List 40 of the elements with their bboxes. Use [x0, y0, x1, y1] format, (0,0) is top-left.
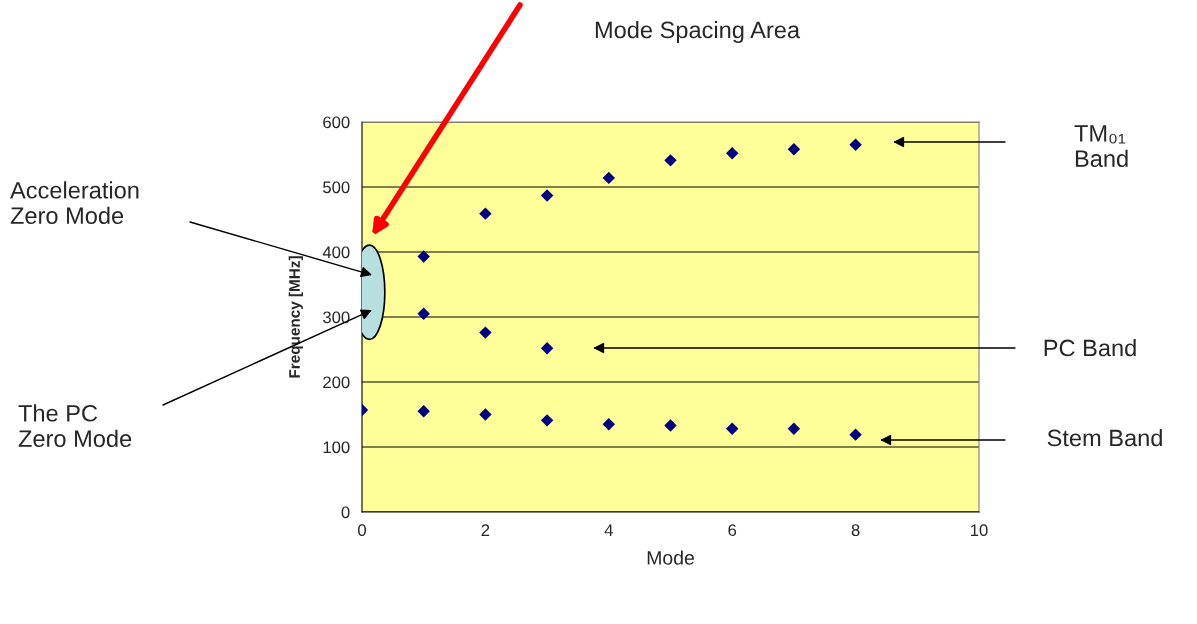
point [479, 408, 492, 421]
x-tick-label: 10 [971, 524, 988, 537]
text: Acceleration Zero Mode [10, 181, 139, 225]
point [540, 414, 554, 427]
x-axis-title: Mode [647, 550, 694, 565]
x-tick-label: 0 [358, 524, 366, 537]
point [725, 422, 739, 436]
text: Stem Band [1047, 428, 1162, 447]
y-tick-label: 200 [323, 376, 350, 389]
point [540, 189, 554, 202]
point [664, 419, 677, 432]
y-tick-label: 600 [323, 116, 350, 129]
x-tick-label: 6 [728, 524, 737, 537]
y-tick-label: 0 [341, 506, 350, 519]
point [417, 405, 430, 418]
point [787, 422, 801, 436]
point [417, 307, 430, 320]
text: PC Band [1044, 338, 1136, 357]
point [849, 138, 862, 151]
point [540, 341, 554, 355]
text: TM₀₁ Band [1074, 125, 1128, 168]
point [417, 250, 430, 263]
point [602, 171, 616, 185]
point [602, 418, 616, 431]
x-tick-label: 8 [851, 524, 860, 537]
point [479, 326, 492, 339]
y-tick-label: 500 [323, 181, 350, 194]
point [479, 207, 492, 220]
x-tick-label: 2 [481, 524, 490, 536]
y-tick-label: 400 [322, 246, 350, 259]
text: The PC Zero Mode [18, 404, 132, 448]
y-tick-label: 100 [323, 441, 350, 454]
point [725, 146, 739, 160]
y-axis-title: Frequency [MHz] [288, 256, 303, 378]
y-tick-label: 300 [323, 311, 350, 324]
x-tick-label: 4 [604, 524, 613, 536]
point [849, 428, 862, 441]
text: Mode Spacing Area [595, 21, 801, 44]
point [787, 143, 801, 156]
point [664, 154, 677, 167]
